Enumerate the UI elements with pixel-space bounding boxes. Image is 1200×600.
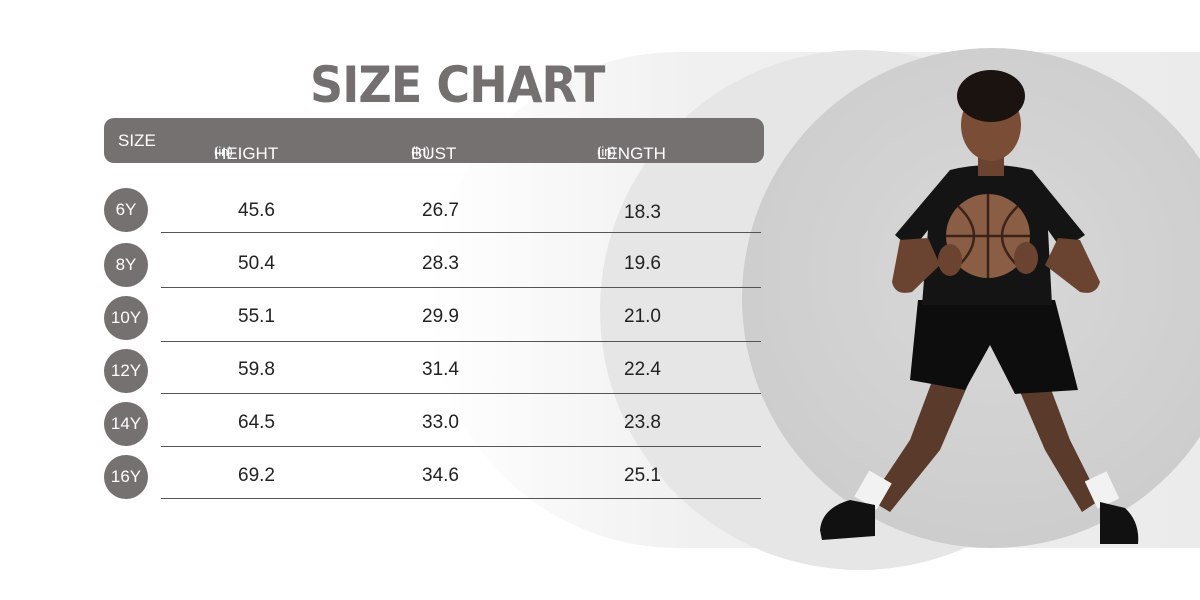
row-divider (161, 341, 761, 342)
table-row: 6Y 45.6 26.7 18.3 (0, 188, 800, 242)
table-row: 8Y 50.4 28.3 19.6 (0, 243, 800, 297)
bust-cell: 33.0 (422, 412, 459, 433)
right-sock (1084, 471, 1120, 509)
left-sock (854, 470, 892, 510)
header-size: SIZE (118, 131, 156, 150)
right-shoe (1100, 502, 1139, 544)
height-cell: 50.4 (238, 253, 275, 274)
bust-cell: 26.7 (422, 200, 459, 221)
left-hand (938, 244, 962, 276)
header-length-unit: (in) (597, 144, 616, 159)
hair (957, 70, 1025, 122)
shorts (910, 300, 1078, 394)
row-divider (161, 393, 761, 394)
size-badge: 10Y (104, 296, 148, 340)
left-leg (870, 360, 970, 512)
height-cell: 45.6 (238, 200, 275, 221)
header-bust-label: BUST (411, 144, 457, 163)
table-row: 10Y 55.1 29.9 21.0 (0, 296, 800, 350)
bust-cell: 28.3 (422, 253, 459, 274)
row-divider (161, 498, 761, 499)
right-arm (1045, 238, 1100, 293)
length-cell: 25.1 (624, 465, 661, 486)
row-divider (161, 232, 761, 233)
length-cell: 19.6 (624, 253, 661, 274)
size-chart-title: SIZE CHART (310, 56, 605, 114)
height-cell: 55.1 (238, 306, 275, 327)
height-cell: 59.8 (238, 359, 275, 380)
length-cell: 23.8 (624, 412, 661, 433)
basketball-seams (946, 194, 1030, 278)
header-length-label: LENGTH (597, 144, 666, 163)
height-cell: 69.2 (238, 465, 275, 486)
length-cell: 18.3 (624, 202, 661, 223)
row-divider (161, 287, 761, 288)
size-badge: 8Y (104, 243, 148, 287)
row-divider (161, 446, 761, 447)
bust-cell: 34.6 (422, 465, 459, 486)
player-photo (820, 70, 1139, 544)
left-arm (892, 238, 940, 293)
table-row: 14Y 64.5 33.0 23.8 (0, 402, 800, 456)
table-row: 16Y 69.2 34.6 25.1 (0, 455, 800, 509)
header-height-label: HEIGHT (214, 144, 279, 163)
length-cell: 21.0 (624, 306, 661, 327)
table-header: SIZE HEIGHT (in) BUST (in) LENGTH (in) (104, 118, 764, 163)
header-height-unit: (in) (214, 144, 233, 159)
right-leg (1015, 360, 1100, 512)
right-hand (1014, 242, 1038, 274)
bust-cell: 29.9 (422, 306, 459, 327)
header-bust-unit: (in) (411, 144, 430, 159)
length-cell: 22.4 (624, 359, 661, 380)
left-shoe (820, 500, 875, 540)
table-row: 12Y 59.8 31.4 22.4 (0, 349, 800, 403)
bust-cell: 31.4 (422, 359, 459, 380)
size-badge: 14Y (104, 402, 148, 446)
height-cell: 64.5 (238, 412, 275, 433)
size-badge: 6Y (104, 188, 148, 232)
size-badge: 12Y (104, 349, 148, 393)
size-badge: 16Y (104, 455, 148, 499)
